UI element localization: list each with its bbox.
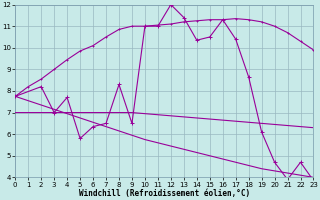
X-axis label: Windchill (Refroidissement éolien,°C): Windchill (Refroidissement éolien,°C) (79, 189, 250, 198)
